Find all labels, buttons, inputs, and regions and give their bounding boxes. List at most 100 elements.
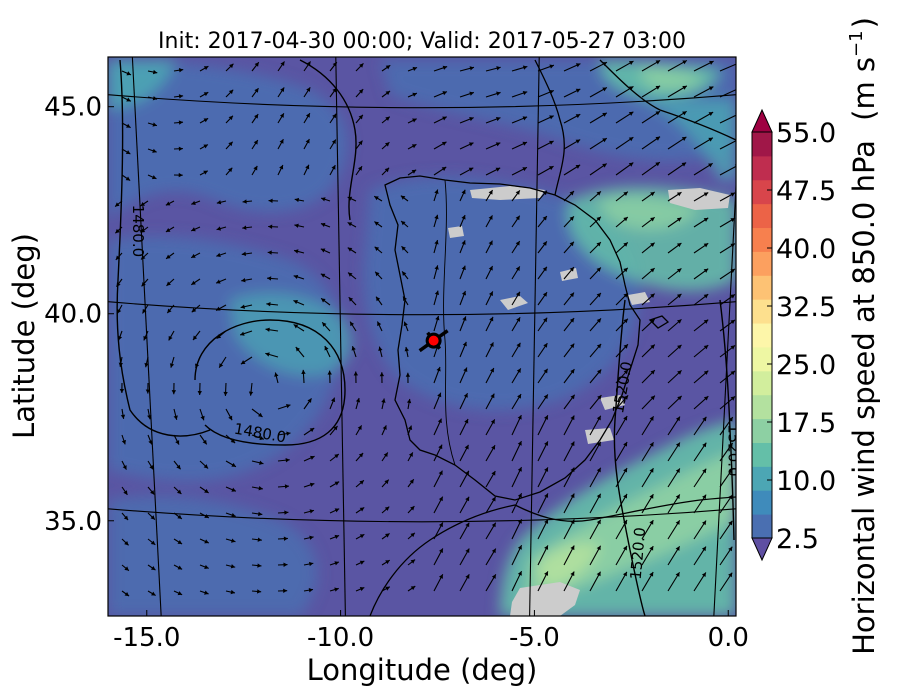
wind-arrow [190, 252, 201, 259]
wind-arrow [641, 110, 661, 124]
wind-arrow [199, 144, 209, 150]
colorbar-tick-label: 55.0 [776, 118, 836, 149]
wind-arrow [693, 344, 709, 358]
wind-arrow [173, 486, 182, 495]
wind-arrow [407, 118, 417, 124]
wind-arrow [147, 590, 156, 596]
wind-arrow [329, 425, 338, 436]
wind-arrow [147, 122, 158, 127]
wind-arrow [351, 346, 357, 358]
wind-arrow [355, 140, 363, 150]
wind-arrow [667, 520, 681, 540]
wind-arrow [537, 368, 549, 384]
morocco-coastline [369, 496, 736, 616]
wind-arrow [485, 116, 501, 124]
colorbar: 2.5 10.0 17.5 25.0 32.5 40.0 47.5 55.0 [751, 108, 836, 562]
wind-arrow [349, 321, 357, 332]
wind-arrow [147, 148, 157, 153]
wind-arrow [147, 564, 156, 571]
wind-arrow [121, 148, 131, 155]
wind-arrow [277, 404, 291, 410]
wind-arrow [719, 416, 734, 436]
wind-arrow [459, 444, 469, 462]
wind-arrow [563, 317, 575, 332]
wind-arrow [641, 293, 656, 306]
wind-arrow [615, 60, 634, 72]
wind-arrow [667, 369, 682, 384]
wind-arrow [589, 216, 602, 228]
wind-arrow [251, 408, 263, 418]
wind-arrow [173, 68, 184, 73]
wind-arrow [402, 296, 409, 306]
wind-arrow [615, 343, 629, 358]
wind-arrow [641, 441, 654, 462]
wind-arrow [401, 245, 409, 254]
wind-arrow [589, 571, 601, 592]
wind-arrow [589, 369, 602, 384]
wind-arrow [537, 519, 549, 540]
wind-arrow [115, 252, 123, 261]
wind-arrow [301, 369, 306, 384]
wind-arrow [121, 460, 127, 470]
wind-arrow [459, 341, 467, 358]
wind-arrow [355, 560, 365, 566]
y-tick-label: 40.0 [44, 300, 102, 330]
wind-arrow [563, 63, 581, 72]
wind-arrow [641, 571, 654, 592]
wind-arrow [294, 197, 305, 203]
meridian-line [529, 57, 540, 616]
wind-arrow [537, 571, 549, 592]
colorbar-segment [752, 275, 772, 300]
wind-arrow [294, 223, 305, 228]
colorbar-units-exponent: −1 [846, 30, 867, 57]
wind-arrow [277, 457, 290, 463]
wind-arrow [641, 267, 655, 280]
wind-arrow [537, 342, 548, 358]
wind-arrow [641, 242, 655, 254]
wind-arrow [563, 545, 575, 566]
wind-arrow [459, 392, 468, 410]
wind-arrow [511, 266, 521, 280]
wind-arrow [355, 165, 363, 176]
wind-arrow [693, 520, 707, 540]
wind-arrow [329, 534, 340, 540]
wind-arrow [266, 302, 279, 307]
parallel-line [108, 301, 736, 316]
y-axis-label: Latitude (deg) [7, 233, 41, 439]
wind-arrow [485, 496, 497, 514]
wind-arrow [381, 479, 390, 488]
wind-arrow [485, 142, 501, 150]
location-marker [418, 329, 449, 353]
wind-arrow [355, 479, 365, 488]
wind-arrow [485, 342, 494, 358]
wind-arrow [511, 240, 521, 254]
wind-arrow [485, 419, 496, 436]
wind-arrow [119, 382, 125, 394]
wind-arrow [719, 319, 736, 332]
map-title: Init: 2017-04-30 00:00; Valid: 2017-05-2… [158, 29, 686, 54]
wind-arrow [511, 141, 528, 150]
wind-arrow [192, 330, 201, 341]
wind-arrow [667, 191, 682, 202]
wind-arrow [459, 240, 466, 254]
wind-band-atlantic-north [108, 60, 348, 220]
colorbar-segment [752, 323, 772, 348]
wind-arrow [615, 467, 628, 488]
wind-arrow [401, 271, 409, 280]
wind-arrow [563, 519, 575, 540]
colorbar-tick-label: 32.5 [776, 292, 836, 323]
wind-arrow [693, 293, 709, 306]
france-east-coast [599, 59, 736, 141]
wind-arrow [459, 91, 475, 98]
wind-arrow [641, 161, 661, 176]
wind-arrow [400, 195, 409, 202]
wind-arrow [433, 91, 448, 98]
wind-arrow [268, 224, 279, 229]
wind-arrow [459, 117, 474, 124]
map-gridlines [108, 57, 736, 616]
wind-arrow [537, 394, 549, 410]
wind-arrow [355, 88, 364, 98]
wind-arrow [320, 222, 331, 228]
wind-arrow [277, 536, 288, 541]
